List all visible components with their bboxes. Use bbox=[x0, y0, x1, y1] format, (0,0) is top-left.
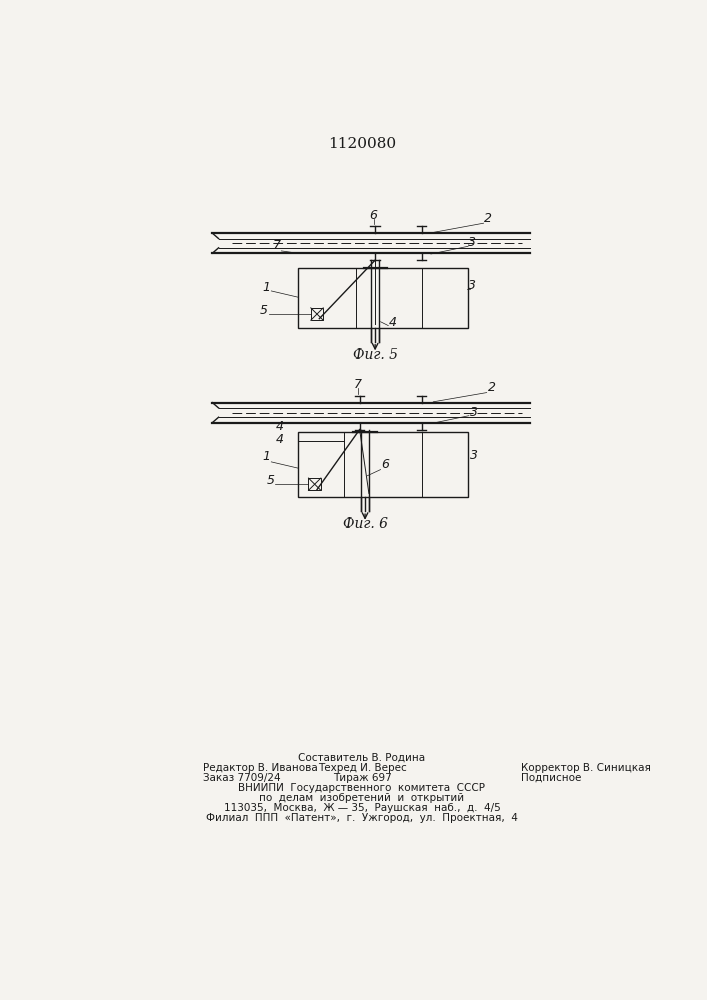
Text: ВНИИПИ  Государственного  комитета  СССР: ВНИИПИ Государственного комитета СССР bbox=[238, 783, 486, 793]
Text: 5: 5 bbox=[260, 304, 268, 317]
Text: 2: 2 bbox=[484, 212, 491, 225]
Text: Филиал  ППП  «Патент»,  г.  Ужгород,  ул.  Проектная,  4: Филиал ППП «Патент», г. Ужгород, ул. Про… bbox=[206, 813, 518, 823]
Text: 4: 4 bbox=[389, 316, 397, 329]
Text: 3: 3 bbox=[468, 279, 476, 292]
Text: 6: 6 bbox=[370, 209, 378, 222]
Text: 6: 6 bbox=[381, 458, 390, 471]
Text: 1: 1 bbox=[262, 450, 271, 463]
Text: 7: 7 bbox=[273, 239, 281, 252]
Text: 4: 4 bbox=[276, 420, 284, 433]
Text: Составитель В. Родина: Составитель В. Родина bbox=[298, 753, 426, 763]
Bar bbox=[308, 478, 321, 490]
Text: 1120080: 1120080 bbox=[328, 137, 396, 151]
Bar bbox=[311, 308, 323, 320]
Text: Тираж 697: Тираж 697 bbox=[332, 773, 392, 783]
Text: Редактор В. Иванова: Редактор В. Иванова bbox=[203, 763, 318, 773]
Bar bbox=[298, 268, 468, 328]
Text: 2: 2 bbox=[488, 381, 496, 394]
Text: 1: 1 bbox=[262, 281, 271, 294]
Text: Заказ 7709/24: Заказ 7709/24 bbox=[203, 773, 281, 783]
Text: Подписное: Подписное bbox=[521, 773, 581, 783]
Text: 3: 3 bbox=[469, 406, 478, 419]
Text: 7: 7 bbox=[354, 378, 362, 391]
Text: по  делам  изобретений  и  открытий: по делам изобретений и открытий bbox=[259, 793, 464, 803]
Bar bbox=[298, 432, 468, 497]
Text: Техред И. Верес: Техред И. Верес bbox=[317, 763, 407, 773]
Text: 4: 4 bbox=[276, 433, 284, 446]
Text: Фиг. 5: Фиг. 5 bbox=[353, 348, 397, 362]
Text: 3: 3 bbox=[469, 449, 478, 462]
Text: Фиг. 6: Фиг. 6 bbox=[343, 517, 387, 531]
Text: 5: 5 bbox=[267, 474, 274, 487]
Text: Корректор В. Синицкая: Корректор В. Синицкая bbox=[521, 763, 650, 773]
Text: 113035,  Москва,  Ж — 35,  Раушская  наб.,  д.  4/5: 113035, Москва, Ж — 35, Раушская наб., д… bbox=[223, 803, 501, 813]
Text: 3: 3 bbox=[468, 236, 476, 249]
